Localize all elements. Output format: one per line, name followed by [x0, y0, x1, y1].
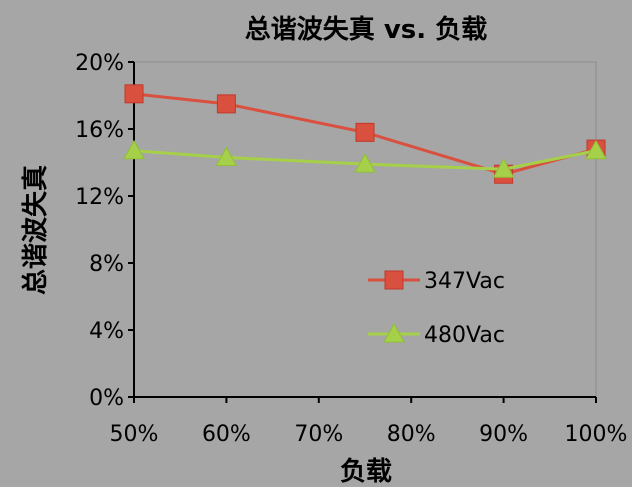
- y-tick-label: 8%: [89, 252, 124, 277]
- data-point-marker: [354, 153, 376, 173]
- legend-item: 347Vac: [368, 269, 505, 294]
- legend: 347Vac 480Vac: [368, 269, 505, 348]
- data-point-marker: [492, 158, 515, 178]
- legend-label: 347Vac: [424, 269, 505, 294]
- x-tick-label: 50%: [110, 422, 159, 447]
- data-point-marker: [123, 139, 145, 160]
- x-tick-label: 70%: [294, 422, 343, 447]
- series: [123, 84, 607, 184]
- x-axis-label: 负载: [340, 457, 392, 487]
- data-point-marker: [215, 146, 238, 166]
- y-tick-label: 20%: [75, 51, 124, 76]
- data-point-marker: [384, 270, 404, 290]
- x-tick-label: 100%: [565, 422, 628, 447]
- y-axis-label: 总谐波失真: [21, 165, 51, 295]
- legend-item: 480Vac: [368, 322, 505, 348]
- series-480Vac: [123, 139, 607, 178]
- axes: [128, 61, 597, 403]
- y-tick-label: 16%: [75, 118, 124, 143]
- x-tick-label: 80%: [387, 422, 436, 447]
- plot-area: [133, 61, 597, 398]
- data-point-marker: [585, 139, 607, 160]
- y-tick-label: 12%: [75, 185, 124, 210]
- chart-title: 总谐波失真 vs. 负载: [245, 15, 487, 45]
- y-tick-label: 0%: [89, 386, 124, 411]
- x-tick-label: 60%: [202, 422, 251, 447]
- tick-labels: 0% 4% 8% 12% 16% 20% 50% 60% 70% 80% 90% 100%: [75, 51, 627, 447]
- data-point-marker: [216, 94, 236, 114]
- x-tick-label: 90%: [479, 422, 528, 447]
- data-point-marker: [124, 84, 144, 104]
- legend-label: 480Vac: [424, 323, 505, 348]
- data-point-marker: [355, 122, 375, 142]
- y-tick-label: 4%: [89, 319, 124, 344]
- data-point-marker: [383, 322, 405, 343]
